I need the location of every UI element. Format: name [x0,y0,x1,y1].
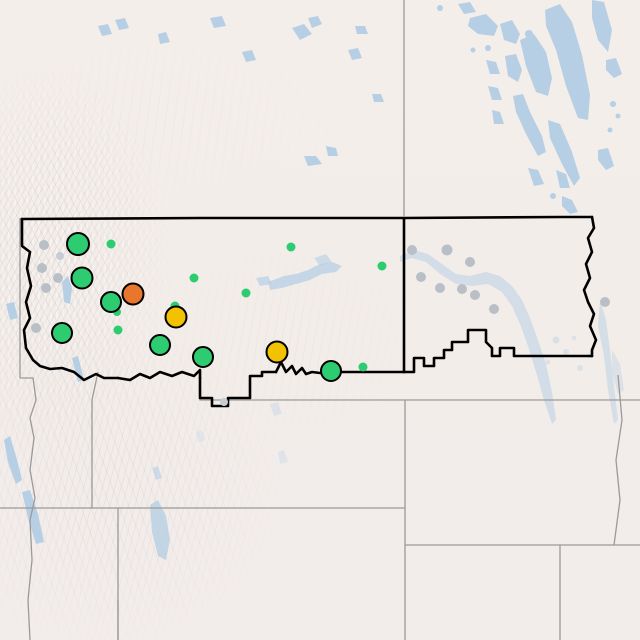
relief-shading-southwest [0,330,325,640]
station-dot-13 [113,325,123,335]
station-marker-2[interactable] [70,266,94,290]
inactive-dot-25 [56,252,64,260]
station-marker-5[interactable] [51,322,73,344]
station-dot-12 [189,273,199,283]
water-layer [4,0,624,560]
station-dot-11 [106,239,116,249]
station-dot-17 [377,261,387,271]
inactive-dot-35 [220,398,228,406]
inactive-dot-32 [470,290,480,300]
station-marker-1[interactable] [66,232,90,256]
station-marker-3[interactable] [100,291,122,313]
inactive-dot-30 [435,283,445,293]
inactive-dot-31 [457,284,467,294]
inactive-dot-21 [37,263,47,273]
station-marker-9[interactable] [265,340,289,364]
station-marker-10[interactable] [320,360,342,382]
inactive-dot-29 [465,257,475,267]
station-marker-6[interactable] [164,305,188,329]
inactive-dot-28 [416,272,426,282]
station-marker-7[interactable] [149,334,171,356]
inactive-dot-27 [441,244,453,256]
inactive-dot-22 [53,273,63,283]
station-dot-18 [358,362,368,372]
inactive-dot-26 [407,245,417,255]
station-marker-8[interactable] [192,346,214,368]
inactive-dot-24 [31,323,41,333]
station-dot-19 [113,308,121,316]
relief-shading-rockies [0,30,190,450]
station-dot-15 [241,288,251,298]
station-dot-16 [286,242,296,252]
inactive-dot-33 [489,304,499,314]
inactive-dot-34 [600,297,610,307]
selected-boundaries [20,215,598,408]
relief-shading-canada [0,0,430,215]
inactive-dot-23 [41,283,51,293]
station-marker-4[interactable] [121,282,145,306]
inactive-dot-20 [39,240,49,250]
